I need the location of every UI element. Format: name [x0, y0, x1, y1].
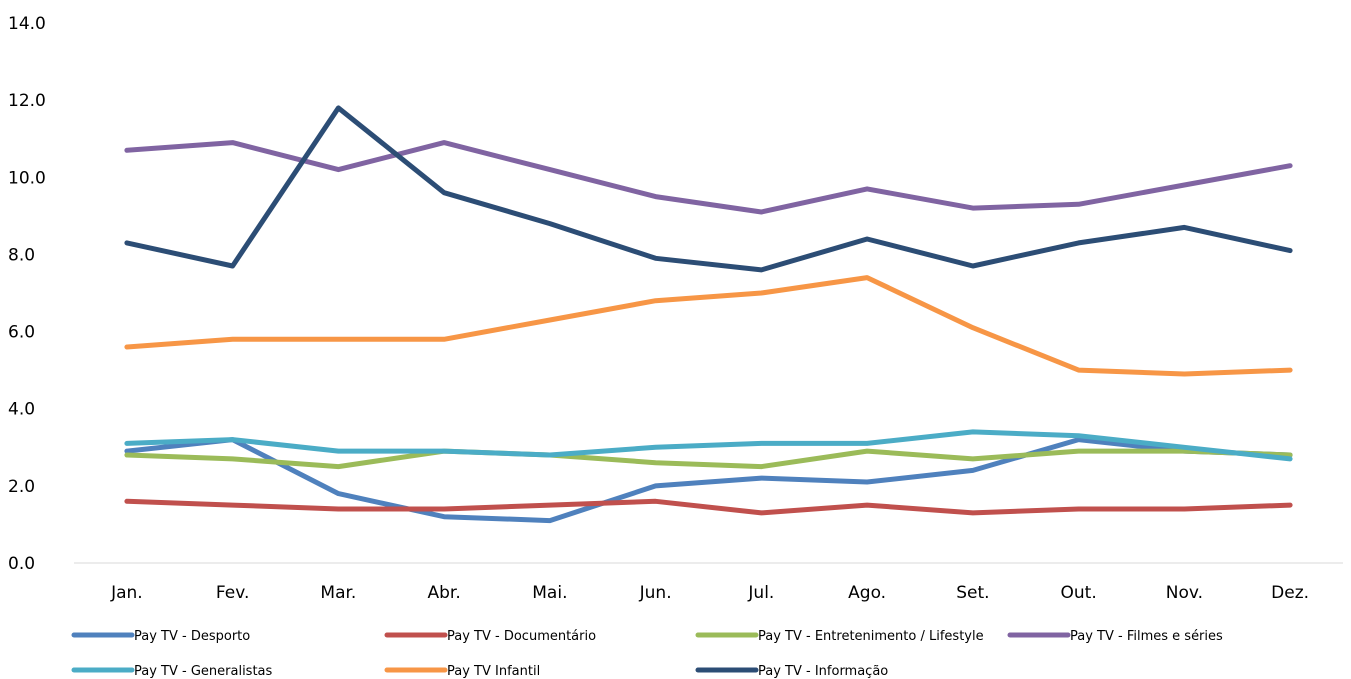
x-tick-label: Nov.	[1166, 583, 1203, 603]
x-tick-label: Out.	[1061, 583, 1097, 603]
legend: Pay TV - Desporto Pay TV - Documentário Pa…	[71, 629, 1223, 679]
x-tick-label: Abr.	[427, 583, 460, 603]
legend-label: Pay TV - Filmes e séries	[1070, 629, 1223, 644]
legend-label: Pay TV - Desporto	[134, 629, 250, 644]
legend-label: Pay TV - Entretenimento / Lifestyle	[758, 629, 984, 644]
x-tick-label: Set.	[956, 583, 989, 603]
x-tick-label: Jul.	[747, 583, 774, 603]
series-line-6	[124, 105, 1293, 273]
series-line-2	[124, 448, 1293, 470]
series-line-3	[124, 140, 1293, 215]
y-tick-label: 2.0	[8, 477, 35, 497]
y-tick-label: 14.0	[8, 14, 46, 34]
y-tick-label: 12.0	[8, 91, 46, 111]
x-tick-label: Dez.	[1271, 583, 1309, 603]
x-axis-tick-labels: Jan. Fev. Mar. Abr. Mai. Jun. Jul. Ago. Set. Out.…	[110, 583, 1309, 603]
y-tick-label: 10.0	[8, 168, 46, 188]
y-tick-label: 8.0	[8, 245, 35, 265]
x-tick-label: Fev.	[216, 583, 249, 603]
series-line-0	[124, 437, 1293, 524]
y-tick-label: 6.0	[8, 323, 35, 343]
x-tick-label: Mai.	[532, 583, 567, 603]
legend-label: Pay TV - Informação	[758, 664, 888, 679]
series-line-1	[124, 498, 1293, 516]
x-tick-label: Jan.	[110, 583, 143, 603]
legend-label: Pay TV - Generalistas	[134, 664, 273, 679]
y-tick-label: 4.0	[8, 400, 35, 420]
series-lines	[124, 105, 1293, 524]
series-line-5	[124, 275, 1293, 377]
y-tick-label: 0.0	[8, 554, 35, 574]
legend-label: Pay TV Infantil	[447, 664, 540, 679]
y-axis-tick-labels: 0.0 2.0 4.0 6.0 8.0 10.0 12.0 14.0	[8, 14, 46, 574]
legend-label: Pay TV - Documentário	[447, 629, 596, 644]
series-line-4	[124, 429, 1293, 462]
x-tick-label: Mar.	[320, 583, 356, 603]
x-tick-label: Jun.	[639, 583, 672, 603]
x-tick-label: Ago.	[848, 583, 886, 603]
